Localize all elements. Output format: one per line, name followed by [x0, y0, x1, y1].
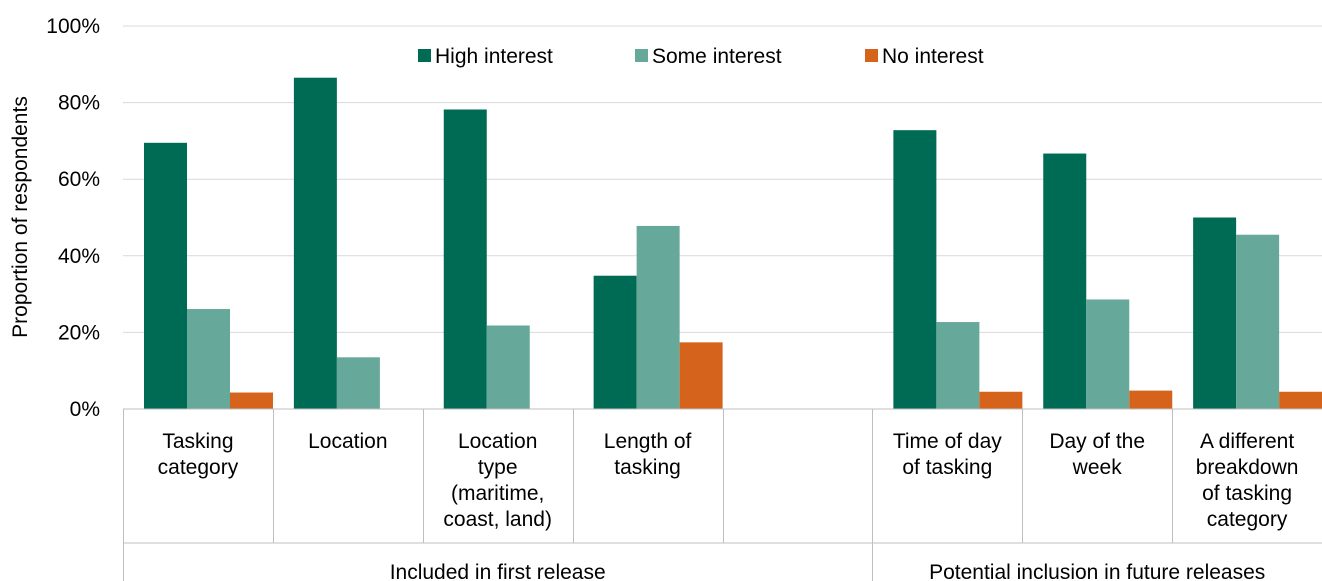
y-axis-title: Proportion of respondents	[9, 96, 32, 338]
x-category-label-line: coast, land)	[443, 508, 552, 531]
bar	[936, 322, 980, 409]
x-category-label-line: Length of	[604, 430, 692, 453]
legend-swatch	[418, 49, 431, 62]
x-category-label-line: Location	[308, 430, 387, 453]
legend-label: Some interest	[652, 45, 782, 68]
bars	[144, 77, 1322, 409]
x-category-label-line: A different	[1200, 430, 1294, 453]
x-category-label-line: Tasking	[162, 430, 233, 453]
bar	[1043, 153, 1087, 409]
x-category-labels: Tasking category Location Location type (mari…	[158, 430, 1299, 531]
x-category-label-line: of tasking	[1202, 482, 1292, 505]
y-tick-label: 60%	[58, 168, 100, 191]
bar	[144, 142, 187, 409]
legend-swatch	[635, 49, 648, 62]
y-tick-label: 100%	[46, 15, 100, 38]
bar	[293, 77, 337, 409]
x-category-label-line: tasking	[614, 456, 681, 479]
x-category-label-line: Day of the	[1049, 430, 1145, 453]
bar	[893, 130, 937, 409]
x-group-label: Included in first release	[390, 561, 606, 581]
x-category-label-line: category	[158, 456, 239, 479]
x-category-label: Location type (maritime, coast, land)	[443, 430, 552, 531]
legend-swatch	[865, 49, 878, 62]
x-category-label-line: category	[1207, 508, 1288, 531]
legend-label: High interest	[435, 45, 553, 68]
bar	[230, 392, 273, 409]
x-category-label-line: week	[1072, 456, 1123, 479]
bar	[1279, 391, 1322, 409]
bar	[1236, 234, 1280, 409]
bar	[679, 342, 723, 409]
legend-label: No interest	[882, 45, 984, 68]
legend: High interest Some interest No interest	[418, 45, 984, 68]
bar	[486, 325, 530, 409]
bar	[636, 225, 680, 409]
x-group-label: Potential inclusion in future releases	[929, 561, 1265, 581]
axes	[123, 408, 1322, 581]
x-category-label-line: breakdown	[1196, 456, 1299, 479]
y-tick-label: 80%	[58, 92, 100, 115]
y-tick-label: 40%	[58, 245, 100, 268]
x-category-label: A different breakdown of tasking category	[1196, 430, 1299, 531]
x-category-label-line: Time of day	[893, 430, 1002, 453]
x-category-label: Day of the week	[1049, 430, 1145, 479]
x-category-label-line: Location	[458, 430, 537, 453]
bar	[1129, 390, 1173, 409]
x-category-label: Location	[308, 430, 387, 453]
bar	[336, 357, 380, 409]
x-category-label-line: of tasking	[902, 456, 992, 479]
bar	[1086, 299, 1130, 409]
bar	[1193, 217, 1237, 409]
x-category-label-line: (maritime,	[451, 482, 544, 505]
x-category-label: Tasking category	[158, 430, 239, 479]
x-group-labels: Included in first release Potential inclu…	[390, 561, 1266, 581]
bar	[979, 391, 1023, 409]
bar	[187, 309, 230, 409]
y-tick-label: 0%	[70, 398, 100, 421]
bar	[593, 275, 637, 409]
y-tick-label: 20%	[58, 321, 100, 344]
x-category-label: Time of day of tasking	[893, 430, 1002, 479]
y-tick-labels: 0% 20% 40% 60% 80% 100%	[46, 15, 100, 421]
x-category-label: Length of tasking	[604, 430, 692, 479]
bar	[443, 109, 487, 409]
x-category-label-line: type	[478, 456, 518, 479]
